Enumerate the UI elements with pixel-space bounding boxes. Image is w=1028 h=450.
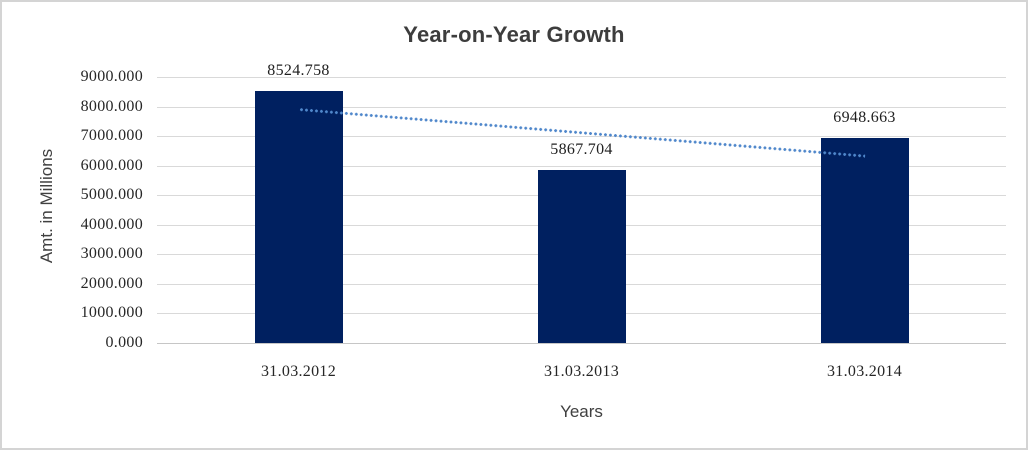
bar-value-label: 6948.663 bbox=[833, 108, 896, 126]
y-tick-label: 0.000 bbox=[105, 334, 143, 351]
chart-title: Year-on-Year Growth bbox=[403, 22, 625, 47]
x-axis-line bbox=[157, 343, 1006, 344]
gridline bbox=[157, 165, 1006, 167]
x-category-label: 31.03.2014 bbox=[827, 363, 902, 380]
gridline bbox=[157, 77, 1006, 78]
bar bbox=[820, 137, 909, 343]
y-tick-label: 4000.000 bbox=[80, 215, 143, 233]
y-tick-label: 6000.000 bbox=[80, 156, 143, 174]
gridline bbox=[157, 136, 1006, 138]
y-tick-label: 2000.000 bbox=[80, 274, 143, 292]
y-tick-label: 1000.000 bbox=[80, 304, 143, 322]
x-category-label: 31.03.2012 bbox=[261, 363, 336, 380]
bar-value-label: 8524.758 bbox=[267, 62, 330, 80]
y-tick-label: 5000.000 bbox=[80, 186, 143, 204]
bar bbox=[537, 169, 626, 343]
y-tick-label: 7000.000 bbox=[80, 127, 143, 145]
gridline bbox=[157, 106, 1006, 108]
y-tick-label: 9000.000 bbox=[80, 68, 143, 85]
bar-value-label: 5867.704 bbox=[550, 140, 613, 158]
x-category-label: 31.03.2013 bbox=[544, 363, 619, 380]
y-tick-label: 3000.000 bbox=[80, 245, 143, 263]
y-tick-label: 8000.000 bbox=[80, 97, 143, 115]
bar bbox=[254, 91, 343, 343]
x-axis-title: Years bbox=[560, 402, 603, 421]
plot-area: 8524.758 5867.704 6948.663 bbox=[157, 62, 1006, 343]
